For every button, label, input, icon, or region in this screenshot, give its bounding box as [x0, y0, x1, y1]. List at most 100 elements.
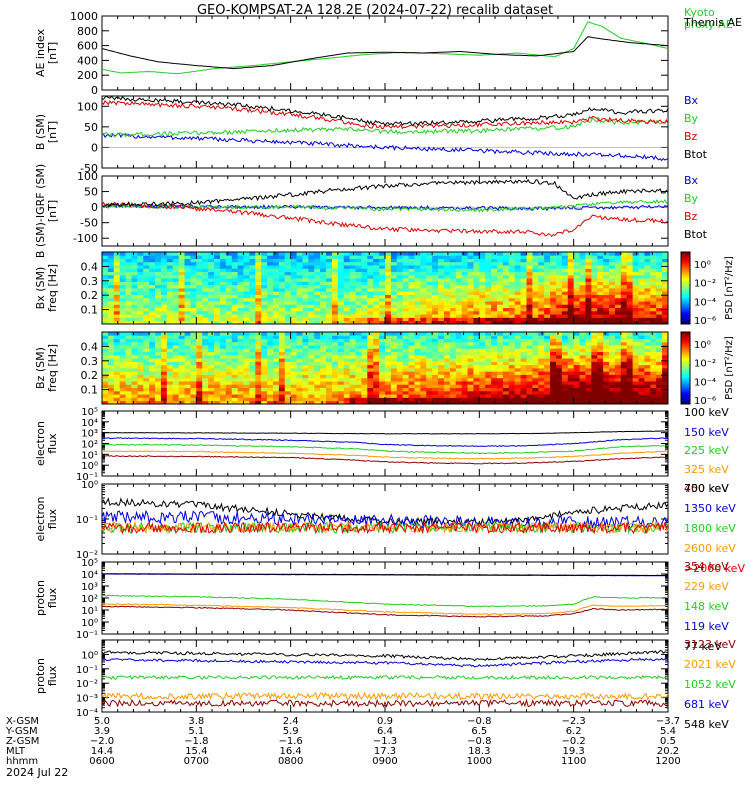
spectrogram-cell [473, 368, 480, 372]
spectrogram-cell [455, 354, 463, 359]
spectrogram-cell [402, 351, 409, 356]
spectrogram-cell [567, 252, 575, 256]
spectrogram-cell [402, 310, 409, 315]
spectrogram-cell [603, 397, 610, 402]
spectrogram-cell [414, 332, 421, 336]
spectrogram-cell [343, 377, 351, 382]
spectrogram-cell [102, 314, 109, 318]
spectrogram-cell [113, 304, 121, 309]
colorbar-cell [681, 304, 690, 307]
spectrogram-cell [449, 384, 457, 389]
spectrogram-cell [208, 341, 215, 346]
spectrogram-cell [296, 368, 303, 372]
spectrogram-cell [479, 252, 486, 256]
spectrogram-cell [202, 390, 209, 395]
spectrogram-cell [219, 252, 227, 256]
colorbar-cell [681, 350, 690, 353]
spectrogram-cell [373, 281, 380, 286]
spectrogram-cell [190, 358, 197, 362]
spectrogram-cell [190, 394, 197, 398]
spectrogram-cell [385, 297, 392, 302]
spectrogram-cell [373, 274, 380, 279]
spectrogram-cell [408, 351, 415, 356]
spectrogram-cell [125, 332, 132, 336]
spectrogram-cell [532, 400, 539, 405]
spectrogram-cell [455, 317, 463, 322]
spectrogram-cell [526, 271, 533, 276]
spectrogram-cell [491, 374, 498, 379]
spectrogram-cell [143, 307, 150, 312]
spectrogram-cell [408, 291, 415, 295]
spectrogram-cell [626, 361, 634, 366]
spectrogram-cell [443, 288, 451, 292]
spectrogram-cell [561, 278, 569, 282]
spectrogram-cell [149, 387, 156, 392]
spectrogram-cell [432, 368, 439, 372]
spectrogram-cell [337, 297, 345, 302]
spectrogram-cell [160, 291, 168, 295]
spectrogram-cell [656, 381, 663, 385]
spectrogram-cell [414, 390, 421, 395]
spectrogram-cell [255, 297, 262, 302]
spectrogram-cell [102, 338, 109, 343]
spectrogram-cell [508, 261, 516, 266]
spectrogram-cell [149, 301, 156, 305]
spectrogram-cell [585, 304, 592, 309]
spectrogram-cell [320, 361, 327, 366]
spectrogram-cell [314, 394, 321, 398]
spectrogram-cell [508, 384, 516, 389]
spectrogram-cell [237, 268, 244, 273]
spectrogram-cell [190, 307, 197, 312]
legend-label: Bx [684, 94, 699, 107]
spectrogram-cell [367, 332, 374, 336]
spectrogram-cell [214, 390, 221, 395]
spectrogram-cell [550, 294, 557, 299]
spectrogram-cell [485, 358, 492, 362]
spectrogram-cell [396, 281, 404, 286]
spectrogram-cell [638, 348, 645, 353]
spectrogram-cell [367, 291, 374, 295]
spectrogram-cell [155, 381, 162, 385]
spectrogram-cell [502, 261, 510, 266]
spectrogram-cell [178, 255, 185, 259]
spectrogram-cell [603, 274, 610, 279]
spectrogram-cell [609, 258, 616, 263]
spectrogram-cell [467, 301, 474, 305]
spectrogram-cell [609, 278, 616, 282]
spectrogram-cell [538, 294, 545, 299]
spectrogram-cell [609, 291, 616, 295]
spectrogram-cell [102, 301, 109, 305]
spectrogram-cell [532, 320, 539, 325]
spectrogram-cell [243, 354, 250, 359]
spectrogram-cell [620, 348, 628, 353]
spectrogram-cell [178, 288, 185, 292]
spectrogram-cell [326, 397, 333, 402]
spectrogram-cell [113, 268, 121, 273]
spectrogram-cell [143, 381, 150, 385]
spectrogram-cell [290, 354, 297, 359]
spectrogram-cell [308, 304, 315, 309]
spectrogram-cell [326, 345, 333, 349]
spectrogram-cell [402, 320, 409, 325]
spectrogram-cell [426, 258, 433, 263]
spectrogram-cell [497, 368, 504, 372]
spectrogram-cell [202, 374, 209, 379]
colorbar-cell [681, 257, 690, 260]
spectrogram-cell [290, 394, 297, 398]
spectrogram-cell [385, 252, 392, 256]
spectrogram-cell [243, 394, 250, 398]
spectrogram-cell [367, 390, 374, 395]
spectrogram-cell [178, 374, 185, 379]
spectrogram-cell [278, 368, 286, 372]
spectrogram-cell [326, 265, 333, 269]
spectrogram-cell [385, 335, 392, 339]
spectrogram-cell [585, 301, 592, 305]
spectrogram-cell [603, 255, 610, 259]
spectrogram-cell [219, 261, 227, 266]
spectrogram-cell [591, 317, 598, 322]
spectrogram-cell [143, 387, 150, 392]
spectrogram-cell [538, 317, 545, 322]
spectrogram-cell [225, 307, 233, 312]
spectrogram-cell [626, 338, 634, 343]
spectrogram-cell [408, 268, 415, 273]
